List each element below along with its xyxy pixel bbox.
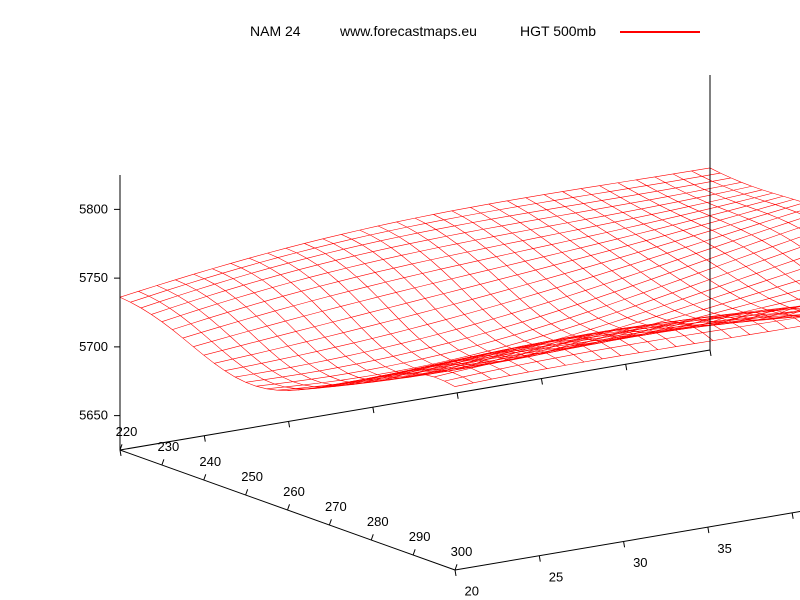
x-tick-label: 260 bbox=[283, 484, 305, 499]
x-tick-label: 290 bbox=[409, 529, 431, 544]
y-tick-label: 35 bbox=[717, 541, 731, 556]
x-tick-label: 240 bbox=[199, 454, 221, 469]
x-tick-label: 270 bbox=[325, 499, 347, 514]
x-tick-label: 230 bbox=[157, 439, 179, 454]
y-tick-label: 30 bbox=[633, 555, 647, 570]
z-tick-label: 5750 bbox=[79, 270, 108, 285]
x-tick-label: 300 bbox=[451, 544, 473, 559]
x-tick-label: 250 bbox=[241, 469, 263, 484]
z-tick-label: 5700 bbox=[79, 339, 108, 354]
chart-header: NAM 24 www.forecastmaps.eu HGT 500mb bbox=[250, 23, 700, 39]
header-text-0: NAM 24 bbox=[250, 23, 301, 39]
x-tick-label: 280 bbox=[367, 514, 389, 529]
header-text-2: HGT 500mb bbox=[520, 23, 596, 39]
header-text-1: www.forecastmaps.eu bbox=[339, 23, 477, 39]
z-tick-label: 5650 bbox=[79, 408, 108, 423]
surface-mesh bbox=[120, 168, 800, 391]
y-tick-label: 20 bbox=[465, 584, 479, 599]
chart-container: 2202302402502602702802903002025303540455… bbox=[0, 0, 800, 600]
y-tick-label: 25 bbox=[549, 569, 563, 584]
z-tick-label: 5800 bbox=[79, 201, 108, 216]
chart-svg: 2202302402502602702802903002025303540455… bbox=[0, 0, 800, 600]
x-tick-label: 220 bbox=[116, 424, 138, 439]
